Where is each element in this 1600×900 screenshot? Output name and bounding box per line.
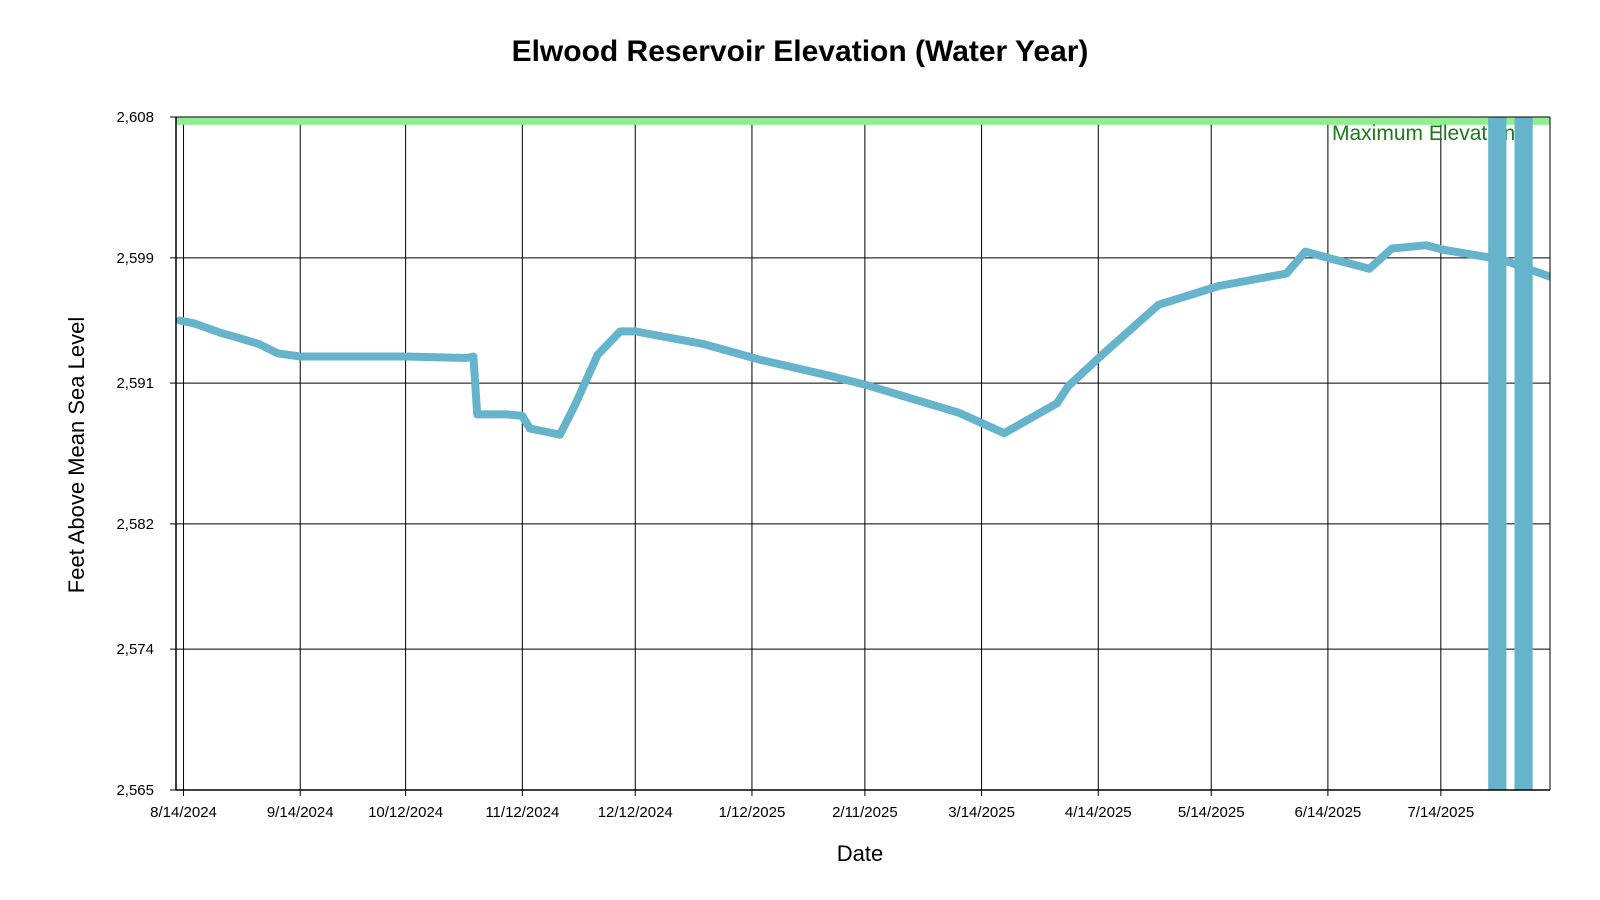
max-elevation-label-layer: Maximum Elevation: [1332, 117, 1533, 790]
x-tick-label: 5/14/2025: [1178, 804, 1245, 821]
y-tick-label: 2,582: [116, 516, 154, 533]
x-tick-label: 12/12/2024: [598, 804, 673, 821]
series-line-elevation: [176, 241, 1550, 439]
y-tick-label: 2,608: [116, 109, 154, 126]
chart-title: Elwood Reservoir Elevation (Water Year): [512, 35, 1089, 68]
x-tick-label: 4/14/2025: [1065, 804, 1132, 821]
y-tick-label: 2,565: [116, 782, 154, 799]
y-tick-labels: 2,565 2,574 2,582 2,591 2,599 2,608: [116, 109, 154, 799]
y-tick-label: 2,599: [116, 250, 154, 267]
x-tick-label: 9/14/2024: [267, 804, 334, 821]
max-elevation-label: Maximum Elevation: [1332, 122, 1515, 145]
x-tick-label: 10/12/2024: [368, 804, 443, 821]
x-tick-label: 1/12/2025: [719, 804, 786, 821]
y-axis-label: Feet Above Mean Sea Level: [64, 317, 89, 593]
x-tick-label: 8/14/2024: [150, 804, 217, 821]
max-elevation-band: [176, 117, 1550, 125]
x-tick-label: 11/12/2024: [485, 804, 559, 821]
x-tick-label: 6/14/2025: [1295, 804, 1362, 821]
grid-lines: [176, 116, 1550, 791]
x-tick-label: 7/14/2025: [1407, 804, 1474, 821]
x-axis-label: Date: [837, 841, 883, 866]
x-tick-label: 3/14/2025: [948, 804, 1015, 821]
max-elevation-band-layer: [176, 117, 1550, 125]
y-tick-label: 2,591: [116, 375, 154, 392]
y-tick-label: 2,574: [116, 641, 154, 658]
x-tick-labels: 8/14/2024 9/14/2024 10/12/2024 11/12/2024 12…: [150, 804, 1474, 821]
x-tick-label: 2/11/2025: [832, 804, 898, 821]
axes: [170, 116, 1551, 796]
